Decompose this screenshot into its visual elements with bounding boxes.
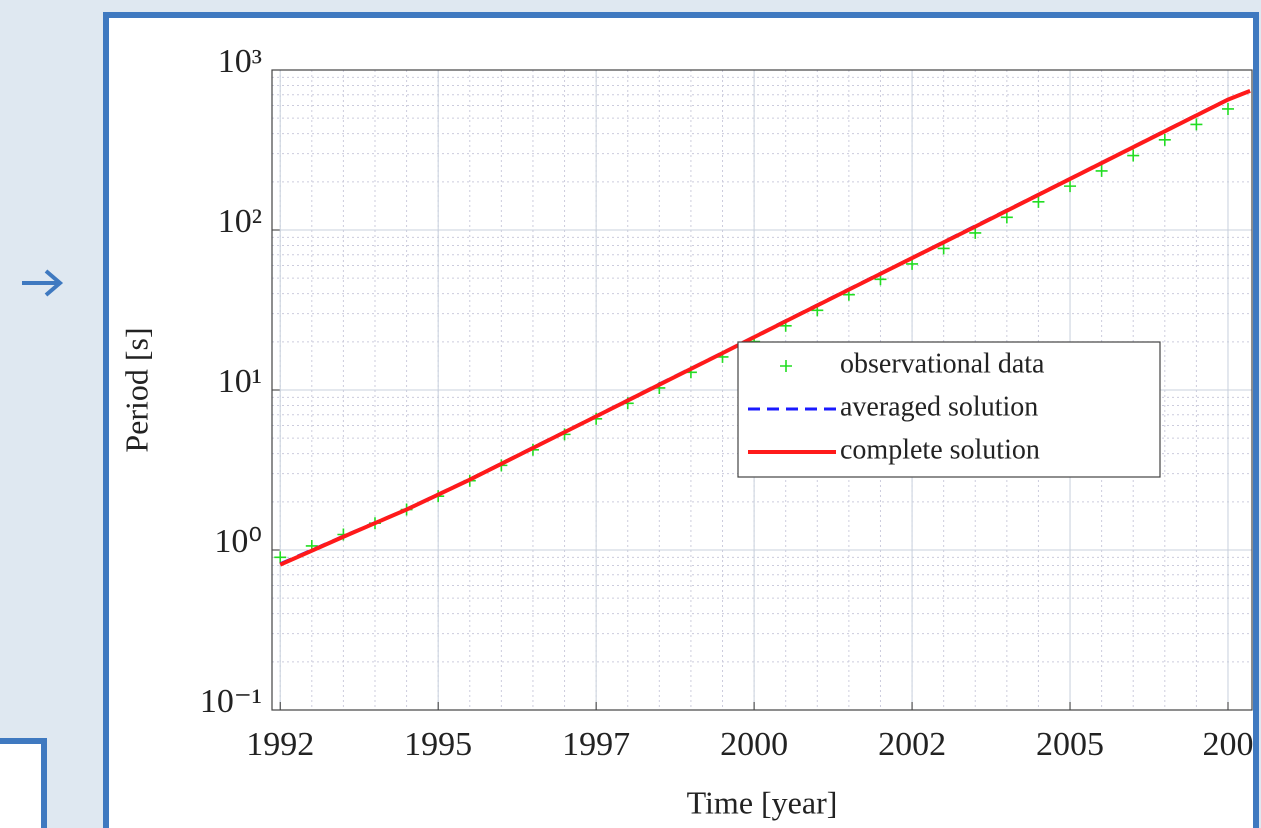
legend-label: averaged solution: [840, 391, 1038, 422]
observation-marker: [1127, 149, 1140, 162]
solution-line: [279, 89, 1251, 567]
arrow: [22, 269, 64, 297]
observation-marker: [1158, 133, 1171, 146]
x-tick-label: 2002: [878, 726, 946, 763]
y-tick-label: 10²: [218, 203, 262, 240]
legend-label: observational data: [840, 348, 1045, 379]
legend-label: complete solution: [840, 434, 1040, 465]
observation-marker: [1095, 164, 1108, 177]
y-tick-label: 10¹: [218, 363, 262, 400]
legend: observational data averaged solution compl…: [737, 341, 1161, 478]
x-tick-label: 1995: [404, 726, 472, 763]
x-tick-label: 1992: [246, 726, 314, 763]
observation-marker: [1032, 195, 1045, 208]
x-tick-label: 1997: [562, 726, 630, 763]
y-tick-label: 10³: [218, 43, 262, 80]
observation-marker: [1000, 211, 1013, 224]
x-tick-label: 200: [1202, 726, 1253, 763]
x-axis-label: Time [year]: [687, 784, 838, 820]
observation-marker: [274, 551, 287, 564]
side-box: [0, 738, 47, 828]
y-tick-label: 10⁻¹: [200, 683, 262, 720]
y-tick-label: 10⁰: [214, 523, 262, 560]
y-axis-label: Period [s]: [118, 327, 154, 452]
plot-frame: [271, 69, 1253, 711]
legend-marker: [780, 360, 792, 372]
observation-marker: [1221, 102, 1234, 115]
x-tick-label: 2005: [1036, 726, 1104, 763]
observation-marker: [1064, 180, 1077, 193]
x-tick-label: 2000: [720, 726, 788, 763]
observation-marker: [969, 226, 982, 239]
plot: 10⁻¹ 10⁰ 10¹ 10² 10³ 1992 1995 1997 2000 2002 2005…: [200, 43, 1254, 763]
observation-marker: [1190, 118, 1203, 131]
